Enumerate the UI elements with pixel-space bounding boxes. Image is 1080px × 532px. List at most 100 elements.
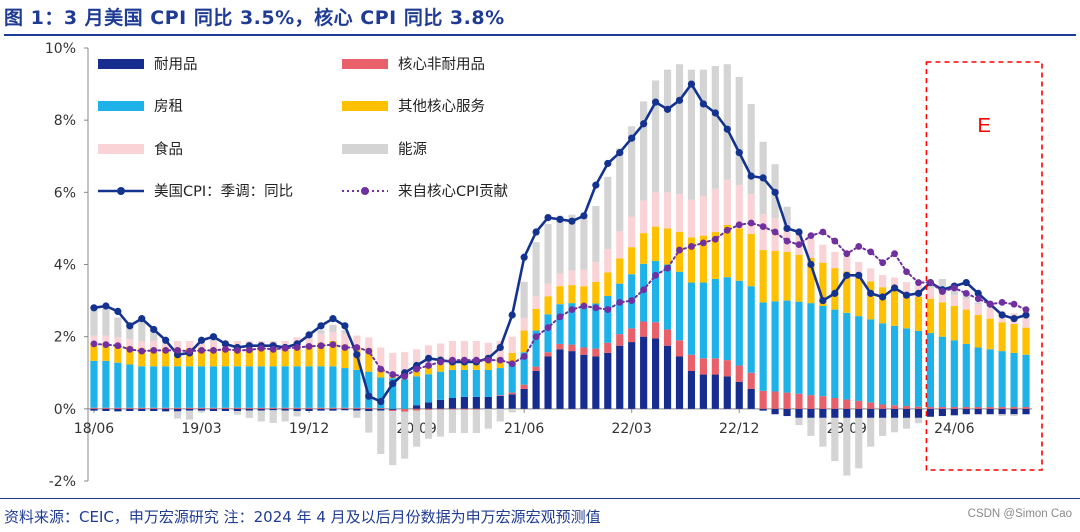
point-cpi: [962, 278, 970, 287]
bar-durable: [974, 408, 982, 415]
bar-core_nondurable: [556, 343, 564, 350]
bar-energy: [269, 410, 277, 423]
bar-other_core_services: [436, 361, 445, 372]
bar-shelter: [114, 362, 122, 408]
bar-durable: [508, 394, 516, 409]
bar-durable: [938, 408, 946, 417]
point-cpi: [795, 228, 803, 236]
bar-energy: [938, 278, 946, 292]
bar-shelter: [974, 347, 982, 408]
bar-energy: [711, 66, 719, 189]
bar-core_nondurable: [699, 358, 707, 375]
bar-food: [950, 295, 958, 306]
bar-other_core_services: [424, 365, 433, 375]
bar-energy: [687, 69, 696, 200]
bar-food: [819, 244, 827, 263]
bar-durable: [950, 408, 958, 416]
point-core-contrib: [114, 342, 122, 350]
bar-shelter: [138, 366, 146, 408]
bar-other_core_services: [950, 305, 958, 341]
bar-shelter: [652, 260, 660, 323]
point-cpi: [651, 98, 660, 106]
bar-core_nondurable: [365, 407, 373, 409]
legend-swatch-durable: [98, 59, 144, 69]
y-tick-label: 8%: [54, 113, 76, 129]
bar-energy: [879, 417, 887, 436]
bar-other_core_services: [197, 348, 206, 367]
bar-other_core_services: [245, 348, 253, 367]
point-cpi: [209, 333, 218, 341]
bar-energy: [126, 322, 134, 340]
bar-shelter: [496, 368, 504, 396]
bar-durable: [723, 376, 731, 409]
bar-other_core_services: [879, 287, 887, 324]
legend-label-durable: 耐用品: [154, 56, 198, 73]
x-tick-label: 19/12: [289, 421, 329, 437]
bar-core_nondurable: [245, 407, 253, 409]
bar-core_nondurable: [174, 407, 182, 409]
bar-food: [986, 307, 994, 319]
point-cpi: [389, 379, 397, 388]
bar-core_nondurable: [687, 354, 696, 371]
point-core-contrib: [233, 346, 241, 354]
bar-core_nondurable: [652, 322, 660, 339]
point-core-contrib: [568, 306, 576, 314]
point-core-contrib: [377, 365, 385, 373]
bar-other_core_services: [640, 233, 648, 264]
bar-core_nondurable: [795, 393, 803, 409]
bar-durable: [114, 408, 122, 412]
bar-shelter: [914, 330, 923, 407]
point-cpi: [353, 351, 361, 359]
bar-food: [938, 291, 946, 303]
bar-other_core_services: [890, 289, 899, 326]
legend-swatch-food: [98, 144, 144, 154]
bar-shelter: [723, 277, 731, 361]
legend-marker-cpi: [117, 187, 125, 195]
bar-energy: [628, 126, 636, 217]
legend-label-energy: 能源: [398, 141, 427, 158]
bar-food: [1022, 316, 1030, 328]
bar-other_core_services: [209, 348, 218, 367]
point-cpi: [1010, 315, 1018, 323]
bar-shelter: [209, 366, 218, 408]
bar-shelter: [759, 302, 767, 391]
point-cpi: [914, 289, 923, 297]
bar-shelter: [592, 303, 600, 349]
point-cpi: [711, 109, 719, 117]
bar-core_nondurable: [843, 399, 851, 409]
point-core-contrib: [461, 356, 468, 364]
bar-energy: [532, 242, 540, 297]
point-cpi: [687, 80, 696, 88]
bar-durable: [986, 408, 994, 415]
bar-shelter: [460, 369, 468, 397]
bar-food: [663, 192, 672, 229]
bar-shelter: [293, 366, 301, 408]
bar-other_core_services: [604, 272, 612, 296]
bar-core_nondurable: [747, 372, 755, 389]
bar-energy: [174, 411, 182, 419]
legend-label-food: 食品: [154, 141, 183, 158]
point-core-contrib: [855, 243, 863, 250]
point-core-contrib: [891, 250, 898, 258]
bar-core_nondurable: [723, 360, 731, 377]
bar-shelter: [305, 366, 313, 408]
forecast-box: [925, 61, 1043, 471]
point-core-contrib: [329, 341, 337, 349]
bar-durable: [711, 374, 719, 409]
bar-shelter: [663, 264, 672, 330]
bar-other_core_services: [233, 348, 241, 367]
legend-label-core_nondurable: 核心非耐用品: [398, 56, 485, 73]
bar-other_core_services: [293, 346, 301, 367]
bar-shelter: [556, 304, 564, 344]
bar-other_core_services: [699, 235, 707, 283]
bar-food: [413, 349, 421, 370]
point-cpi: [663, 105, 672, 113]
point-core-contrib: [938, 288, 946, 295]
bar-food: [209, 340, 218, 349]
point-cpi: [879, 293, 887, 301]
bar-other_core_services: [628, 247, 636, 275]
bar-energy: [616, 148, 624, 232]
bar-durable: [962, 408, 970, 415]
bar-durable: [90, 408, 98, 411]
bar-other_core_services: [281, 348, 289, 367]
